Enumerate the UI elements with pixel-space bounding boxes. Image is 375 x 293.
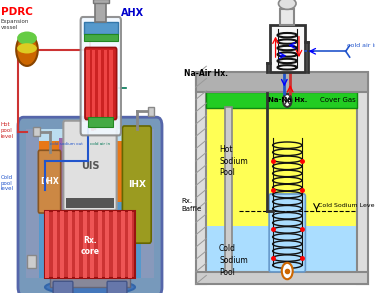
Bar bbox=[196, 73, 206, 284]
Bar bbox=[93, 0, 109, 3]
Bar bbox=[113, 211, 117, 278]
Text: Na-Na Hx.: Na-Na Hx. bbox=[268, 98, 307, 103]
Bar bbox=[196, 72, 368, 92]
Text: Expansion
vessel: Expansion vessel bbox=[1, 20, 29, 30]
FancyBboxPatch shape bbox=[63, 121, 117, 210]
Bar bbox=[141, 129, 154, 278]
Bar bbox=[53, 211, 57, 278]
Bar bbox=[98, 50, 101, 117]
Bar bbox=[280, 9, 294, 25]
Bar bbox=[270, 25, 305, 72]
Bar bbox=[84, 34, 118, 41]
Ellipse shape bbox=[16, 34, 38, 66]
FancyBboxPatch shape bbox=[85, 47, 117, 120]
Circle shape bbox=[283, 94, 291, 107]
Text: Cover Gas: Cover Gas bbox=[320, 98, 356, 103]
Bar bbox=[50, 277, 130, 287]
Ellipse shape bbox=[45, 280, 135, 293]
Bar bbox=[68, 211, 72, 278]
Bar bbox=[66, 198, 114, 208]
Text: Cold Sodium Level: Cold Sodium Level bbox=[318, 202, 375, 207]
Bar bbox=[92, 50, 95, 117]
Bar bbox=[225, 107, 232, 272]
FancyBboxPatch shape bbox=[81, 17, 121, 135]
Ellipse shape bbox=[17, 32, 37, 45]
Bar bbox=[75, 211, 79, 278]
Bar bbox=[84, 22, 118, 34]
Text: Na-Air Hx.: Na-Air Hx. bbox=[184, 69, 228, 78]
Text: UIS: UIS bbox=[81, 161, 99, 171]
Circle shape bbox=[282, 263, 293, 279]
Bar bbox=[206, 226, 357, 272]
Text: cold air in: cold air in bbox=[90, 142, 110, 146]
Text: cold sodium out: cold sodium out bbox=[50, 142, 83, 146]
Bar bbox=[90, 211, 94, 278]
Bar bbox=[104, 50, 107, 117]
Bar bbox=[26, 129, 39, 278]
FancyBboxPatch shape bbox=[53, 281, 73, 293]
Text: AHX: AHX bbox=[121, 8, 144, 18]
FancyBboxPatch shape bbox=[18, 117, 162, 293]
Text: DHX: DHX bbox=[40, 177, 59, 186]
Bar bbox=[148, 107, 154, 116]
Bar bbox=[27, 129, 153, 144]
Text: Cold
pool
level: Cold pool level bbox=[1, 175, 14, 191]
Bar bbox=[86, 50, 90, 117]
Bar bbox=[27, 255, 36, 268]
Bar bbox=[27, 141, 153, 202]
Bar bbox=[110, 50, 112, 117]
FancyBboxPatch shape bbox=[269, 194, 305, 272]
Bar bbox=[105, 211, 110, 278]
Bar bbox=[128, 211, 132, 278]
Text: Cold
Sodium
Pool: Cold Sodium Pool bbox=[219, 244, 248, 277]
Bar bbox=[357, 73, 368, 284]
Bar bbox=[196, 272, 368, 284]
Ellipse shape bbox=[17, 43, 37, 53]
Text: Rx.
core: Rx. core bbox=[81, 236, 99, 256]
Bar bbox=[95, 1, 106, 22]
Bar bbox=[121, 211, 124, 278]
Text: Hot
Sodium
Pool: Hot Sodium Pool bbox=[219, 145, 248, 178]
FancyBboxPatch shape bbox=[107, 281, 127, 293]
Bar bbox=[83, 211, 87, 278]
Bar bbox=[45, 211, 49, 278]
Bar bbox=[60, 211, 64, 278]
Bar bbox=[206, 108, 357, 226]
Bar bbox=[206, 92, 357, 108]
Ellipse shape bbox=[279, 0, 296, 9]
Text: Rx.
Baffle: Rx. Baffle bbox=[181, 198, 201, 212]
Bar bbox=[59, 138, 64, 211]
Text: PDRC: PDRC bbox=[1, 7, 33, 17]
Bar bbox=[98, 211, 102, 278]
Bar bbox=[33, 127, 40, 136]
FancyBboxPatch shape bbox=[122, 126, 151, 243]
Text: IHX: IHX bbox=[128, 180, 146, 189]
Bar bbox=[88, 117, 113, 127]
Text: cold air in: cold air in bbox=[347, 43, 375, 48]
Bar bbox=[27, 202, 153, 278]
Text: Hot
pool
level: Hot pool level bbox=[1, 122, 14, 139]
FancyBboxPatch shape bbox=[38, 150, 61, 213]
Bar bbox=[45, 211, 135, 278]
